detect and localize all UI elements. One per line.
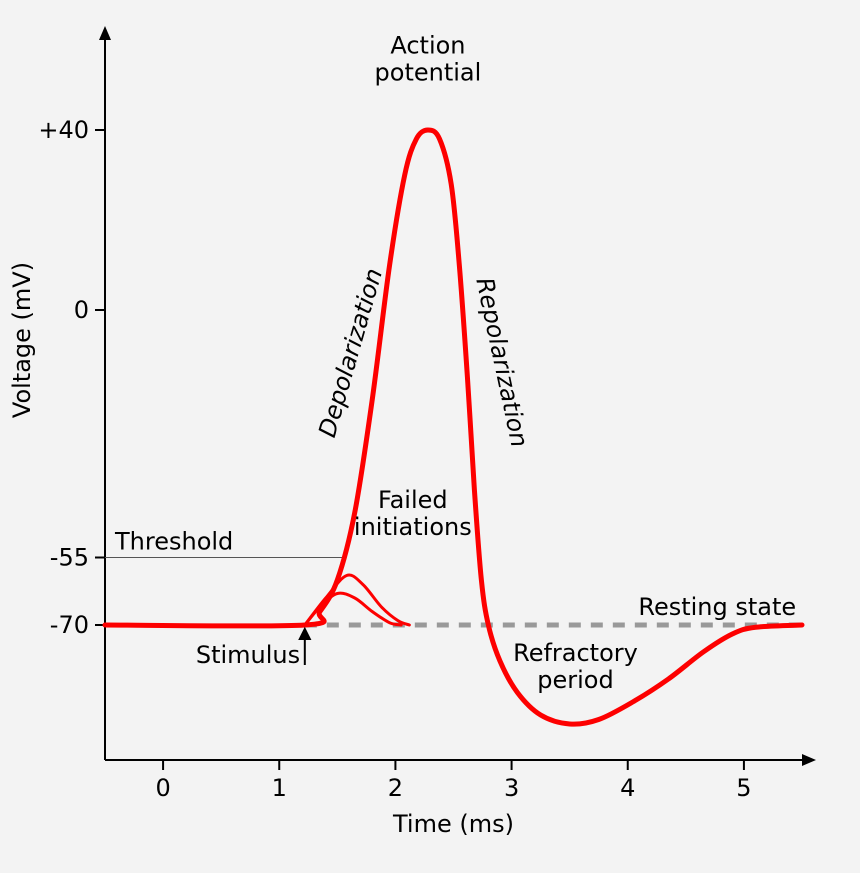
x-tick-4: 4	[620, 774, 635, 802]
action-potential-label-2: potential	[375, 59, 482, 87]
repolarization-label: Repolarization	[470, 275, 533, 450]
refractory-period-label-1: Refractory	[513, 639, 638, 667]
y-tick--55: -55	[50, 544, 89, 572]
stimulus-arrow-icon	[300, 629, 310, 665]
x-tick-5: 5	[736, 774, 751, 802]
y-ticks: -70 -55 0 +40	[38, 116, 105, 639]
y-tick--70: -70	[50, 611, 89, 639]
x-ticks: 0 1 2 3 4 5	[155, 760, 751, 802]
x-tick-1: 1	[272, 774, 287, 802]
x-tick-3: 3	[504, 774, 519, 802]
action-potential-label-1: Action	[390, 32, 465, 60]
action-potential-chart: 0 1 2 3 4 5 -70 -55 0 +40 Time (ms) Voltage (mV)…	[0, 0, 860, 873]
stimulus-label: Stimulus	[196, 641, 300, 669]
x-axis-label: Time (ms)	[392, 810, 514, 838]
y-tick-40: +40	[38, 116, 89, 144]
chart-svg: 0 1 2 3 4 5 -70 -55 0 +40 Time (ms) Voltage (mV)…	[0, 0, 860, 873]
threshold-label: Threshold	[114, 528, 233, 556]
failed-initiations-label-2: initiations	[354, 513, 472, 541]
refractory-period-label-2: period	[537, 666, 613, 694]
failed-initiations-label-1: Failed	[378, 486, 448, 514]
y-tick-0: 0	[74, 296, 89, 324]
action-potential-curve	[105, 130, 802, 724]
resting-state-label: Resting state	[638, 593, 796, 621]
x-tick-2: 2	[388, 774, 403, 802]
y-axis-label: Voltage (mV)	[8, 262, 36, 418]
x-tick-0: 0	[155, 774, 170, 802]
